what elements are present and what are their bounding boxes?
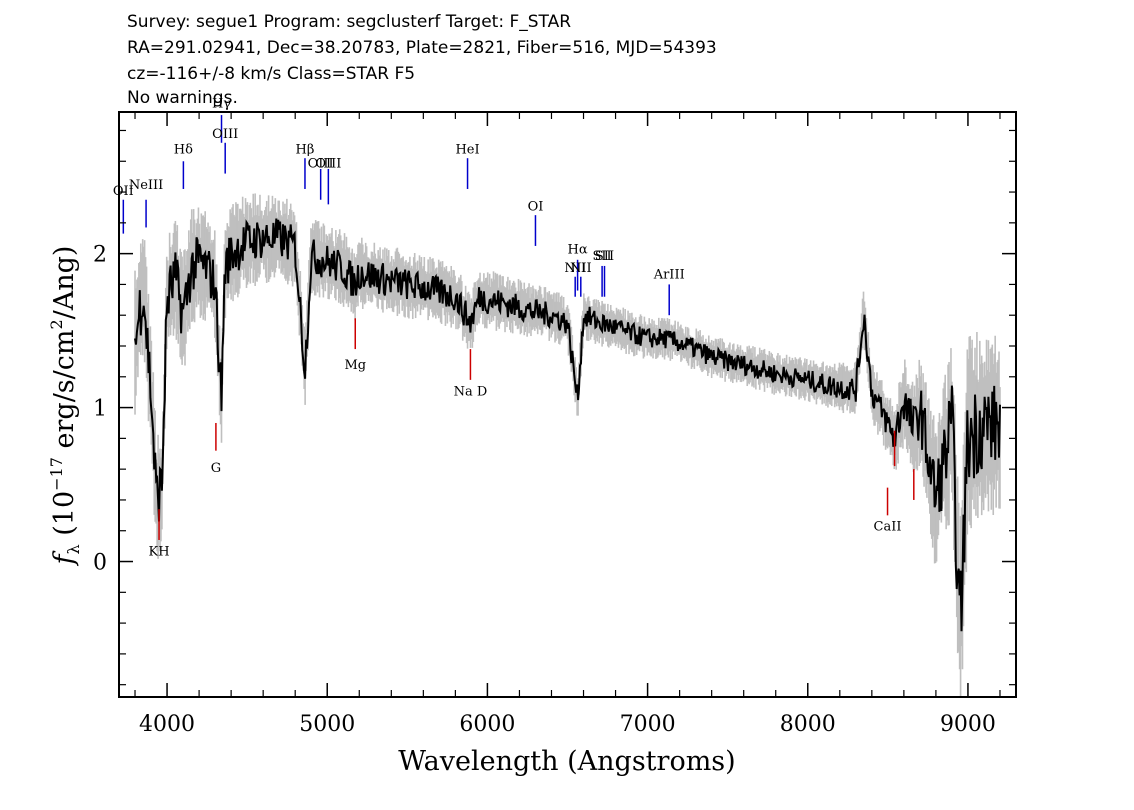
- header-survey-line: Survey: segue1 Program: segclusterf Targ…: [127, 12, 571, 32]
- line-marker-label: ArIII: [653, 267, 685, 282]
- line-marker-label: Na D: [454, 384, 488, 399]
- line-marker-label: KH: [149, 544, 170, 559]
- header-redshift-line: cz=-116+/-8 km/s Class=STAR F5: [127, 64, 415, 84]
- header-coordinates-line: RA=291.02941, Dec=38.20783, Plate=2821, …: [127, 38, 717, 58]
- line-marker-label: Hγ: [212, 96, 231, 111]
- header-block: Survey: segue1 Program: segclusterf Targ…: [127, 12, 717, 108]
- y-axis-label: fλ (10−17 erg/s/cm2/Ang): [47, 246, 83, 567]
- line-marker-label: OI: [528, 200, 544, 215]
- x-axis-ticks: 4000 5000 6000 7000 8000 9000: [134, 112, 1001, 737]
- line-marker-label: Mg: [344, 358, 366, 373]
- plot-frame: [118, 111, 1017, 698]
- x-tick-label: 4000: [139, 712, 195, 737]
- line-marker-label: Hα: [568, 243, 588, 258]
- line-marker-label: SII: [593, 249, 612, 264]
- line-marker-label: Hδ: [174, 143, 193, 158]
- line-marker-label: CaII: [874, 520, 902, 535]
- line-marker-label: G: [211, 461, 221, 476]
- header-warnings-line: No warnings.: [127, 88, 238, 108]
- line-marker-label: NII: [564, 261, 586, 276]
- line-marker-label: SII: [595, 249, 614, 264]
- line-markers: OIINeIIIHδHγOIIIHβOIIIOIIIHeIOINIIHαNIIS…: [113, 96, 915, 559]
- flux-series: [134, 218, 1001, 632]
- line-marker-label: OIII: [212, 127, 238, 142]
- line-marker-label: NII: [570, 261, 592, 276]
- y-tick-label: 0: [93, 551, 107, 576]
- x-axis-label: Wavelength (Angstroms): [398, 746, 735, 777]
- x-tick-label: 6000: [459, 712, 515, 737]
- line-marker-label: OIII: [315, 156, 341, 171]
- y-axis-ticks: 0 1 2: [93, 129, 1016, 686]
- x-tick-label: 8000: [780, 712, 836, 737]
- x-tick-label: 7000: [620, 712, 676, 737]
- y-tick-label: 1: [93, 397, 107, 422]
- y-tick-label: 2: [93, 243, 107, 268]
- line-marker-label: NeIII: [129, 178, 163, 193]
- line-marker-label: Hβ: [296, 143, 315, 158]
- x-tick-label: 9000: [940, 712, 996, 737]
- line-marker-label: HeI: [455, 143, 479, 158]
- line-marker-label: OIII: [308, 156, 334, 171]
- x-tick-label: 5000: [299, 712, 355, 737]
- flux-line: [134, 218, 1001, 632]
